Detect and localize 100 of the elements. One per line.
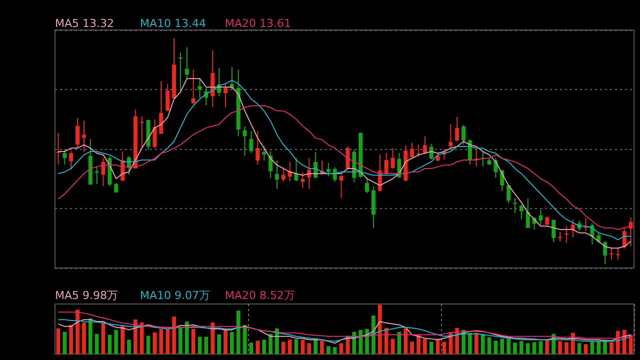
bar (564, 342, 568, 354)
candlestick (159, 80, 164, 134)
bar (56, 328, 60, 354)
bar (538, 341, 543, 354)
bar (172, 316, 176, 354)
candlestick (552, 219, 556, 243)
bar (236, 310, 240, 354)
candlestick (178, 52, 182, 92)
bar (500, 338, 504, 354)
bar (307, 343, 312, 354)
bar (352, 332, 356, 354)
text: MA10 13.44 (140, 17, 206, 30)
text: MA5 9.98万 (55, 289, 118, 302)
bar (178, 327, 182, 354)
bar (268, 334, 272, 354)
bar (127, 340, 131, 354)
candlestick (538, 209, 543, 226)
bar (416, 335, 420, 354)
bar (422, 338, 427, 354)
bar (584, 344, 588, 354)
candlestick (249, 130, 254, 154)
bar (108, 334, 112, 354)
bar (62, 332, 67, 354)
candlestick (210, 50, 215, 108)
bar (455, 328, 460, 354)
bar (82, 322, 86, 354)
bar (114, 330, 118, 354)
bar (390, 338, 395, 354)
text: MA5 13.32 (55, 17, 114, 30)
bar (140, 322, 144, 354)
candlestick (223, 82, 228, 108)
candlestick (609, 247, 614, 260)
candlestick (616, 247, 620, 260)
bar (249, 342, 254, 354)
bar (442, 342, 446, 354)
bar (94, 334, 99, 354)
bar (133, 320, 138, 354)
candlestick (294, 157, 298, 182)
text: MA20 13.61 (225, 17, 291, 30)
candlestick (82, 120, 86, 152)
bar (88, 318, 92, 354)
candlestick (558, 231, 562, 242)
candlestick (307, 157, 312, 190)
candlestick (274, 160, 279, 190)
candlestick (339, 174, 344, 198)
candlestick (346, 146, 350, 170)
bar (558, 341, 562, 354)
bar (166, 328, 170, 354)
candlestick (384, 152, 388, 176)
candlestick (184, 46, 189, 78)
bar (191, 328, 196, 354)
candlestick (506, 184, 511, 204)
candlestick (332, 166, 337, 182)
bar (372, 316, 376, 354)
candlestick (69, 150, 74, 170)
bar (159, 328, 164, 354)
bar (332, 347, 337, 354)
bar (519, 341, 524, 354)
candlestick (152, 119, 157, 150)
candlestick (326, 162, 330, 177)
bar (545, 340, 550, 354)
bar (506, 338, 510, 354)
bar (532, 342, 536, 354)
candlestick (512, 197, 517, 214)
candlestick (448, 124, 453, 148)
candlestick (455, 116, 460, 142)
bar (596, 340, 601, 354)
candlestick (390, 147, 395, 170)
candlestick (166, 84, 170, 112)
bar (69, 324, 74, 354)
text: MA10 9.07万 (140, 289, 210, 302)
candlestick (262, 146, 266, 162)
bar (365, 328, 369, 354)
bar (184, 321, 189, 354)
bar (339, 343, 344, 354)
bar (76, 310, 80, 354)
candlestick (300, 171, 305, 188)
candlestick (526, 198, 530, 228)
candlestick (281, 167, 286, 182)
bar (224, 330, 228, 354)
candlestick (603, 240, 608, 264)
bar (152, 332, 157, 354)
bar (410, 342, 414, 354)
candlestick (545, 216, 550, 226)
bar (281, 342, 286, 354)
candlestick (365, 176, 370, 194)
bar (294, 339, 298, 354)
text: MA20 8.52万 (225, 289, 296, 302)
bar (217, 334, 221, 354)
bar (300, 340, 305, 354)
candlestick (268, 150, 273, 178)
bar (526, 343, 530, 354)
candlestick (584, 217, 588, 232)
bar (494, 340, 498, 354)
candlestick (242, 126, 247, 156)
candlestick (410, 142, 414, 158)
candlestick (256, 130, 260, 165)
bar (256, 340, 260, 354)
candlestick (101, 157, 106, 187)
candlestick (564, 226, 568, 244)
